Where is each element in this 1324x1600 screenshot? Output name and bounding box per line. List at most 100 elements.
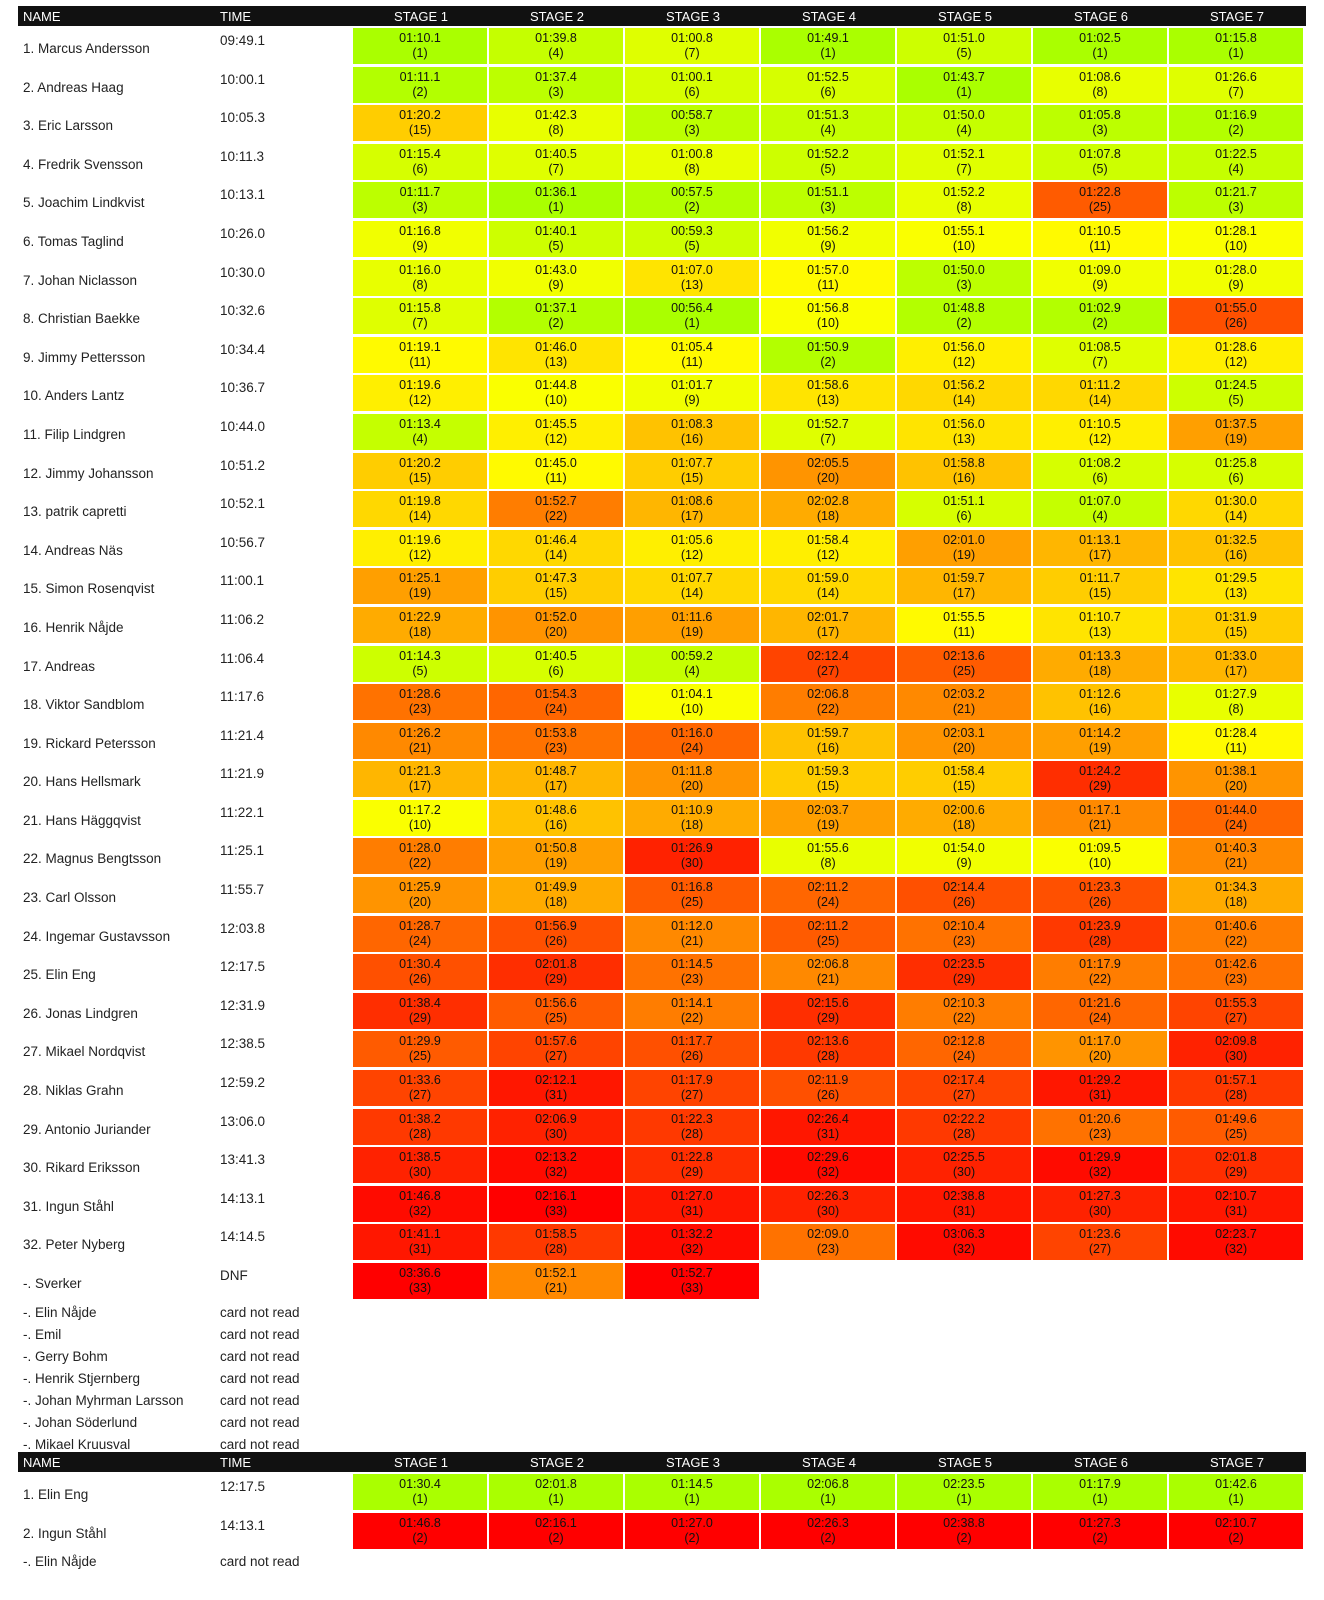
stage-time: 02:10.7: [1215, 1188, 1257, 1203]
stage-cell: 02:26.4 (31): [761, 1108, 895, 1145]
stage-cell: 01:24.5 (5): [1169, 375, 1303, 412]
stage-cell: 01:08.5 (7): [1033, 336, 1167, 373]
stage-rank: (9): [548, 277, 564, 292]
stage-time: 01:27.9: [1215, 687, 1257, 702]
stage-cell: 01:52.1 (21): [489, 1263, 623, 1299]
stage-time: 01:07.0: [671, 262, 713, 277]
stage-rank: (15): [408, 123, 432, 138]
stage-rank: (21): [952, 702, 976, 717]
stage-rank: (7): [1092, 354, 1108, 369]
stage-rank: (4): [684, 663, 700, 678]
stage-cell: 02:15.6 (29): [761, 992, 895, 1029]
table-row: 25. Elin Eng 12:17.5 01:30.4 (26) 02:01.8 (29…: [18, 952, 1306, 991]
stage-time: 01:27.0: [671, 1515, 713, 1530]
stage-time: 01:24.5: [1215, 378, 1257, 393]
stage-time: 01:37.1: [535, 301, 577, 316]
runner-name: 19. Rickard Petersson: [23, 735, 156, 751]
stage-time: 02:15.6: [807, 995, 849, 1010]
stage-rank: (30): [816, 1203, 840, 1218]
stage-rank: (32): [1088, 1165, 1112, 1180]
stage-rank: (28): [680, 1126, 704, 1141]
stage-cell: 01:52.7 (7): [761, 413, 895, 450]
stage-cell: 01:17.1 (21): [1033, 799, 1167, 836]
stage-cell: 01:29.5 (13): [1169, 568, 1303, 605]
stage-time: 01:28.1: [1215, 223, 1257, 238]
stage-rank: (25): [816, 933, 840, 948]
stage-cell: 01:10.9 (18): [625, 799, 759, 836]
stage-time: 01:01.7: [671, 378, 713, 393]
stage-rank: (16): [816, 740, 840, 755]
stage-time: 02:23.5: [943, 1477, 985, 1491]
stage-time: 01:30.4: [399, 1477, 441, 1491]
stage-cell: 02:05.5 (20): [761, 452, 895, 489]
stage-time: 02:06.8: [807, 957, 849, 972]
stage-time: 01:49.6: [1215, 1111, 1257, 1126]
stage-cell: 01:56.2 (9): [761, 220, 895, 257]
stage-cell: 01:00.1 (6): [625, 66, 759, 103]
stage-time: 01:13.4: [399, 416, 441, 431]
stage-cell: 02:23.5 (29): [897, 954, 1031, 991]
stage-rank: (10): [952, 238, 976, 253]
stage-cell: 02:01.8 (1): [489, 1474, 623, 1510]
stage-rank: (19): [680, 624, 704, 639]
stage-time: 01:46.8: [399, 1515, 441, 1530]
stage-cell: 01:11.2 (14): [1033, 375, 1167, 412]
stage-cell: 02:12.8 (24): [897, 1031, 1031, 1068]
stage-cell: 01:30.4 (1): [353, 1474, 487, 1510]
stage-time: 01:11.1: [399, 69, 441, 84]
stage-rank: (15): [1088, 586, 1112, 601]
stage-cell: 01:33.6 (27): [353, 1070, 487, 1107]
stage-rank: (2): [548, 1530, 564, 1545]
stage-time: 01:45.0: [535, 455, 577, 470]
table-row: 13. patrik capretti 10:52.1 01:19.8 (14) 01:…: [18, 489, 1306, 528]
stage-rank: (23): [408, 702, 432, 717]
stage-time: 01:09.5: [1079, 841, 1121, 856]
stage-time: 01:00.8: [671, 146, 713, 161]
stage-cell: 01:30.4 (26): [353, 954, 487, 991]
stage-time: 01:33.6: [399, 1073, 441, 1088]
table-row: 29. Antonio Juriander 13:06.0 01:38.2 (28) 0…: [18, 1107, 1306, 1146]
results-table-second: NAME TIME STAGE 1 STAGE 2 STAGE 3 STAGE …: [18, 1452, 1306, 1572]
status-text: card not read: [220, 1348, 300, 1364]
stage-time: 02:01.0: [943, 532, 985, 547]
stage-rank: (20): [544, 624, 568, 639]
stage-cell: 01:17.9 (22): [1033, 954, 1167, 991]
stage-time: 01:15.4: [399, 146, 441, 161]
stage-rank: (28): [1088, 933, 1112, 948]
stage-cell: 01:46.8 (2): [353, 1512, 487, 1549]
stage-cell: 01:49.1 (1): [761, 28, 895, 64]
stage-time: 01:07.7: [671, 571, 713, 586]
stage-rank: (18): [408, 624, 432, 639]
header-stage-7: STAGE 7: [1210, 8, 1264, 24]
stage-time: 01:41.1: [399, 1227, 441, 1242]
stage-cell: 01:16.0 (24): [625, 722, 759, 759]
stage-cell: 01:23.3 (26): [1033, 877, 1167, 914]
stage-time: 01:11.2: [1079, 378, 1121, 393]
stage-cell: 01:50.0 (3): [897, 259, 1031, 296]
total-time: 12:38.5: [220, 1036, 266, 1052]
stage-rank: (25): [544, 1010, 568, 1025]
stage-time: 00:59.2: [671, 648, 713, 663]
stage-cell: 01:58.4 (15): [897, 761, 1031, 798]
stage-time: 01:04.1: [671, 687, 713, 702]
stage-cell: 01:58.4 (12): [761, 529, 895, 566]
list-item: -. Elin Nåjde card not read: [18, 1301, 1306, 1323]
stage-cell: 01:52.1 (7): [897, 143, 1031, 180]
stage-time: 01:52.2: [807, 146, 849, 161]
stage-cell: 01:15.8 (1): [1169, 28, 1303, 64]
runner-name: 6. Tomas Taglind: [23, 233, 124, 249]
stage-rank: (2): [820, 1530, 836, 1545]
stage-rank: (19): [544, 856, 568, 871]
stage-time: 01:40.1: [535, 223, 577, 238]
stage-cell: 01:22.9 (18): [353, 606, 487, 643]
stage-rank: (13): [816, 393, 840, 408]
stage-rank: (1): [820, 46, 836, 60]
total-time: 11:06.2: [220, 611, 265, 627]
stage-rank: (29): [680, 1165, 704, 1180]
stage-cell: 01:05.4 (11): [625, 336, 759, 373]
stage-rank: (18): [1224, 895, 1248, 910]
stage-time: 01:56.2: [807, 223, 849, 238]
stage-cell: 01:51.1 (3): [761, 182, 895, 219]
stage-rank: (12): [952, 354, 976, 369]
stage-time: 01:14.2: [1079, 725, 1121, 740]
